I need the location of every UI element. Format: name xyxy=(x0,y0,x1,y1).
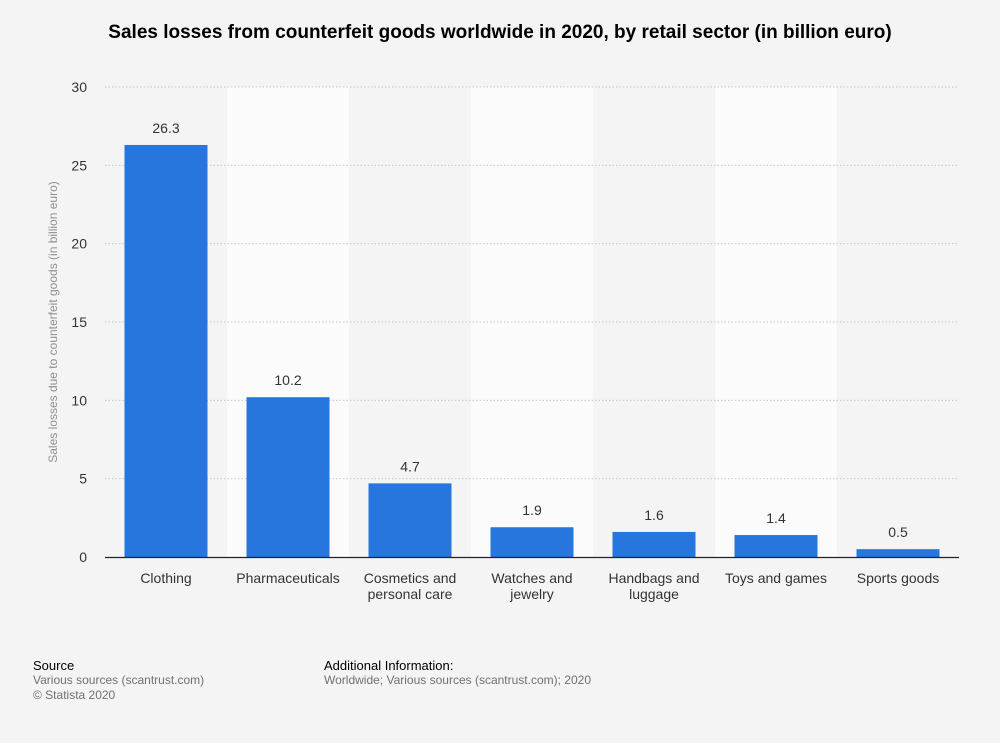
y-axis-label: Sales losses due to counterfeit goods (i… xyxy=(46,181,60,463)
bar xyxy=(124,144,208,557)
x-tick-label: Clothing xyxy=(140,570,191,586)
additional-info-heading: Additional Information: xyxy=(324,658,454,673)
y-tick-label: 20 xyxy=(71,236,87,252)
x-tick-label: luggage xyxy=(629,586,679,602)
bar xyxy=(734,535,818,557)
y-tick-label: 5 xyxy=(79,471,87,487)
x-tick-label: Cosmetics and xyxy=(364,570,457,586)
bar-chart: 0 5 10 15 20 25 30 Sales losses due to counterf… xyxy=(46,79,959,602)
data-label: 1.9 xyxy=(522,502,542,518)
source-heading: Source xyxy=(33,658,75,673)
x-tick-label: Toys and games xyxy=(725,570,827,586)
background-band xyxy=(715,87,837,557)
data-label: 26.3 xyxy=(152,120,179,136)
additional-info-text: Worldwide; Various sources (scantrust.co… xyxy=(324,673,591,687)
data-label: 10.2 xyxy=(274,372,301,388)
bar xyxy=(612,531,696,557)
y-tick-label: 10 xyxy=(71,392,87,408)
x-tick-label: Pharmaceuticals xyxy=(236,570,340,586)
data-label: 0.5 xyxy=(888,524,908,540)
x-tick-label: personal care xyxy=(368,586,453,602)
x-tick-label: Watches and xyxy=(491,570,572,586)
chart-title: Sales losses from counterfeit goods worl… xyxy=(108,22,892,43)
bar xyxy=(368,483,452,557)
x-tick-label: Sports goods xyxy=(857,570,940,586)
y-tick-label: 30 xyxy=(71,79,87,95)
x-tick-label: jewelry xyxy=(509,586,554,602)
x-tick-label: Handbags and xyxy=(608,570,699,586)
source-block: Source Various sources (scantrust.com) ©… xyxy=(33,658,204,703)
y-tick-label: 0 xyxy=(79,549,87,565)
additional-info-block: Additional Information: Worldwide; Vario… xyxy=(324,658,591,688)
data-label: 1.4 xyxy=(766,510,786,526)
data-label: 1.6 xyxy=(644,507,664,523)
bar xyxy=(490,527,574,557)
bar xyxy=(246,397,330,557)
data-label: 4.7 xyxy=(400,458,420,474)
y-tick-label: 15 xyxy=(71,314,87,330)
y-tick-label: 25 xyxy=(71,157,87,173)
copyright-text: © Statista 2020 xyxy=(33,688,116,702)
source-text: Various sources (scantrust.com) xyxy=(33,673,205,687)
bar xyxy=(856,549,940,557)
